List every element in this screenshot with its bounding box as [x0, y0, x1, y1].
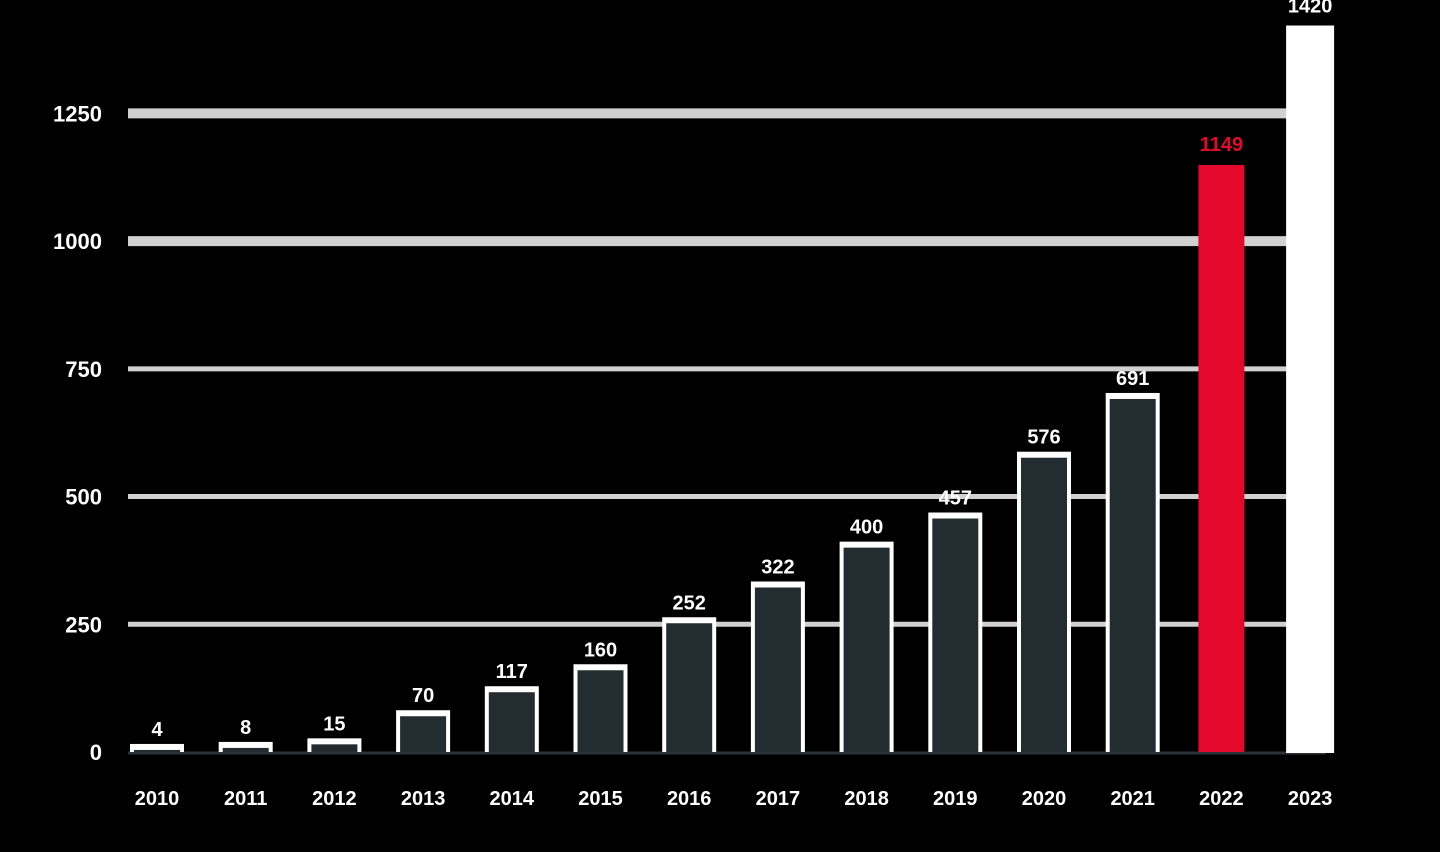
data-label-2017: 322	[761, 556, 794, 578]
data-label-2010: 4	[151, 719, 163, 741]
data-label-2021: 691	[1116, 368, 1149, 390]
bar-2016	[666, 623, 713, 752]
bar-2011	[222, 747, 269, 752]
x-tick-label-2011: 2011	[224, 788, 267, 810]
x-tick-label-2014: 2014	[490, 788, 535, 810]
header-band	[40, 44, 1440, 72]
bars	[130, 25, 1335, 753]
x-tick-label-2013: 2013	[401, 788, 446, 810]
bar-2010	[134, 749, 180, 752]
x-tick-label-2023: 2023	[1288, 788, 1333, 810]
data-label-2016: 252	[673, 592, 706, 614]
x-tick-label-2020: 2020	[1022, 788, 1067, 810]
x-tick-label-2018: 2018	[844, 788, 889, 810]
x-tick-label-2016: 2016	[667, 788, 712, 810]
data-label-2015: 160	[584, 639, 617, 661]
y-axis-tick-labels: 0 250 500 750 1000 1250	[53, 101, 102, 765]
bar-2012	[311, 744, 358, 752]
bar-2021	[1109, 398, 1156, 752]
bar-2019	[932, 518, 979, 752]
bar-2013	[400, 716, 447, 752]
bar-outline-2010	[130, 743, 184, 752]
x-tick-label-2015: 2015	[578, 788, 623, 810]
y-tick-label-1000: 1000	[53, 229, 102, 254]
data-label-2020: 576	[1027, 427, 1060, 449]
bar-2015	[577, 670, 624, 752]
y-tick-label-0: 0	[90, 740, 102, 765]
x-tick-label-2010: 2010	[135, 788, 180, 810]
y-tick-label-1250: 1250	[53, 101, 102, 126]
bar-2022	[1198, 164, 1245, 752]
y-tick-label-500: 500	[65, 485, 102, 510]
bar-outline-2011	[218, 741, 273, 752]
x-tick-label-2021: 2021	[1110, 788, 1155, 810]
y-tick-label-250: 250	[65, 612, 102, 637]
data-label-2019: 457	[939, 488, 972, 510]
data-labels: 4 8 15 70 117 160 252 322 400 457 576 691 1149 1420	[151, 0, 1332, 741]
data-label-2013: 70	[412, 685, 434, 707]
data-label-2014: 117	[496, 661, 528, 683]
grid-lines	[128, 108, 1326, 755]
y-tick-label-750: 750	[65, 357, 102, 382]
x-tick-label-2019: 2019	[933, 788, 978, 810]
bar-2014	[488, 692, 535, 752]
data-label-2011: 8	[240, 717, 251, 739]
x-tick-label-2012: 2012	[312, 788, 357, 810]
bar-2018	[843, 547, 890, 752]
x-tick-label-2017: 2017	[756, 788, 801, 810]
data-label-2012: 15	[323, 713, 345, 735]
bar-2020	[1021, 457, 1067, 752]
data-label-2022: 1149	[1200, 134, 1243, 156]
x-tick-label-2022: 2022	[1199, 788, 1244, 810]
x-axis-tick-labels: 2010 2011 2012 2013 2014 2015 2016 2017 2018 2019…	[135, 788, 1333, 810]
bar-2023	[1286, 25, 1335, 753]
bar-2017	[754, 587, 801, 752]
data-label-2018: 400	[850, 517, 883, 539]
data-label-2023: 1420	[1288, 0, 1333, 18]
